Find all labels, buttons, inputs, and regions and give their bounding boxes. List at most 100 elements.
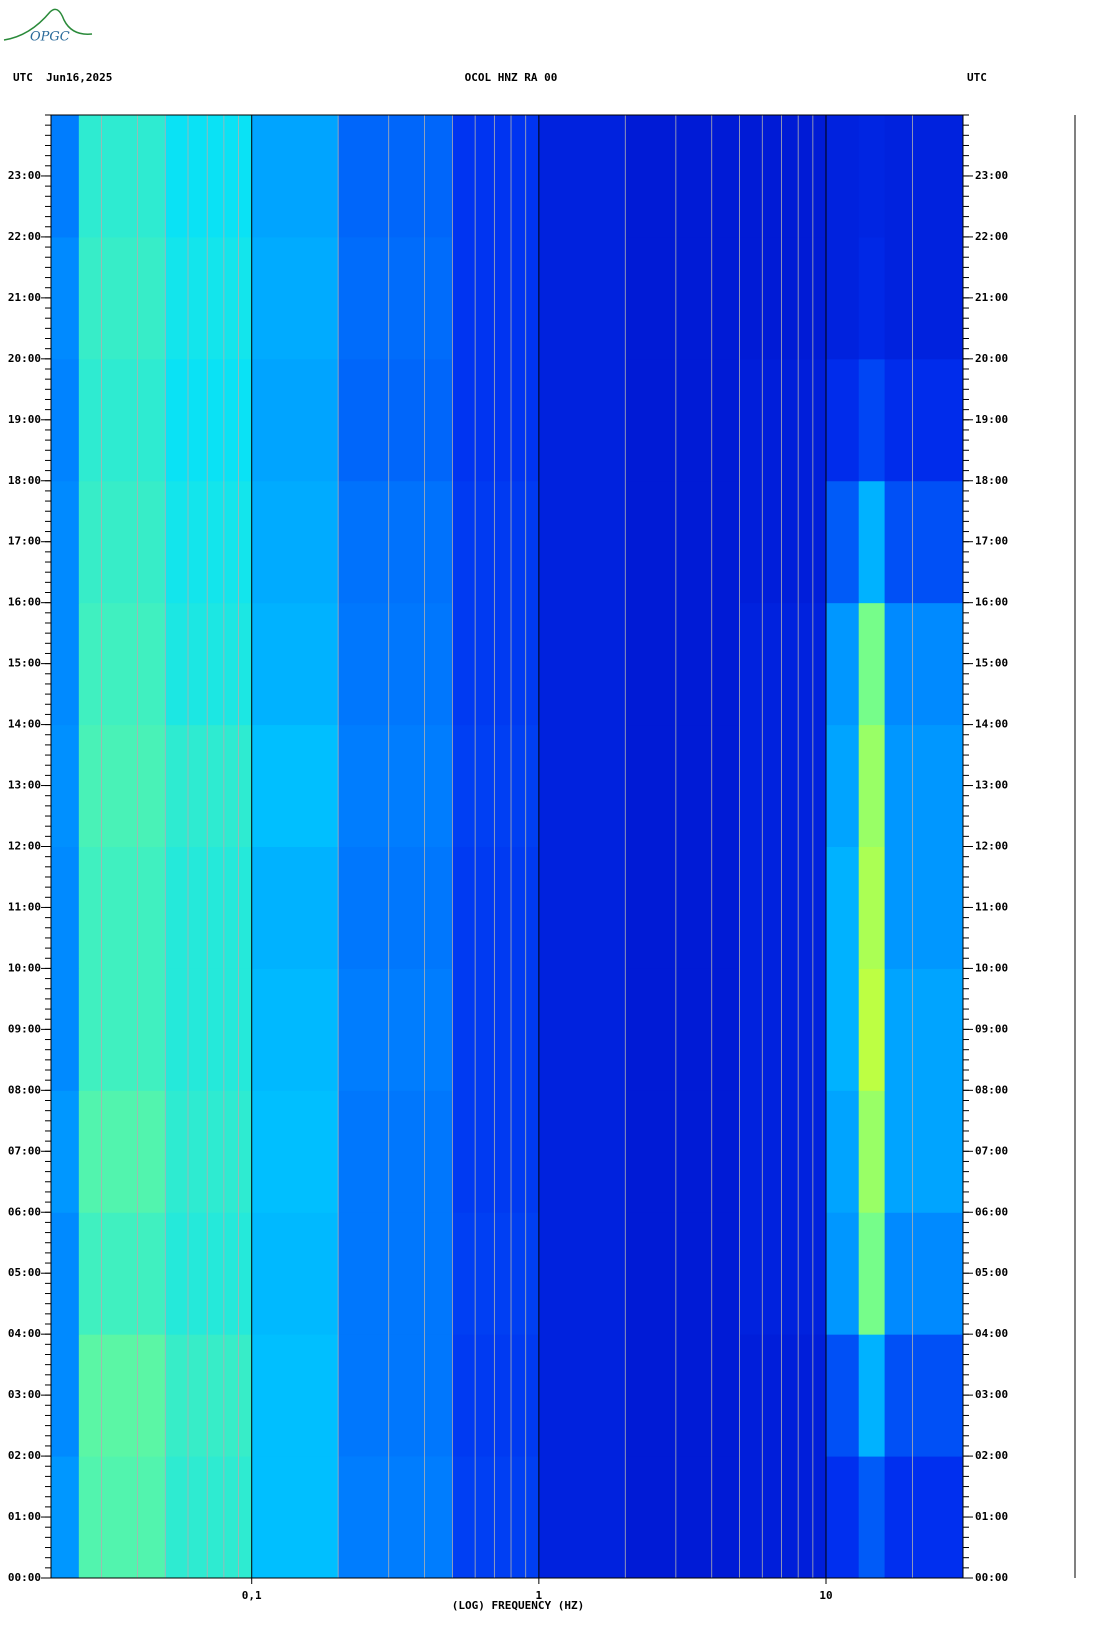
- heat-cell: [452, 480, 540, 604]
- heat-cell: [858, 1090, 886, 1213]
- heat-cell: [165, 846, 253, 969]
- heat-cell: [251, 115, 339, 238]
- heat-cell: [739, 1456, 827, 1579]
- heat-cell: [858, 115, 886, 238]
- heat-cell: [858, 602, 886, 726]
- y-tick-label-right: 12:00: [975, 840, 1008, 853]
- heat-cell: [739, 1334, 827, 1457]
- heat-cell: [338, 968, 453, 1091]
- heat-cell: [858, 968, 886, 1091]
- heat-cell: [452, 846, 540, 969]
- y-tick-label: 23:00: [8, 169, 41, 182]
- heat-cell: [165, 1334, 253, 1457]
- heat-cell: [51, 968, 80, 1091]
- heat-cell: [51, 724, 80, 847]
- heat-cell: [625, 480, 741, 604]
- heat-cell: [78, 1334, 166, 1457]
- heat-cell: [538, 115, 626, 238]
- y-tick-label-right: 22:00: [975, 230, 1008, 243]
- y-tick-label: 08:00: [8, 1083, 41, 1096]
- y-tick-label-right: 09:00: [975, 1022, 1008, 1035]
- heat-cell: [825, 236, 860, 360]
- y-tick-label-right: 13:00: [975, 779, 1008, 792]
- heat-cell: [884, 115, 964, 238]
- heat-cell: [452, 602, 540, 726]
- heat-cell: [625, 724, 741, 847]
- heat-cell: [538, 1090, 626, 1213]
- heat-cell: [452, 1212, 540, 1335]
- heat-cell: [452, 1334, 540, 1457]
- logo-curve: [3, 8, 93, 41]
- y-tick-label-right: 17:00: [975, 535, 1008, 548]
- y-tick-label-right: 06:00: [975, 1205, 1008, 1218]
- y-tick-label-right: 16:00: [975, 596, 1008, 609]
- heat-cell: [625, 846, 741, 969]
- heat-cell: [165, 1090, 253, 1213]
- y-tick-label-right: 14:00: [975, 718, 1008, 731]
- heat-cell: [165, 236, 253, 360]
- heat-cell: [251, 1334, 339, 1457]
- y-tick-label-right: 05:00: [975, 1266, 1008, 1279]
- heat-cell: [538, 1212, 626, 1335]
- heat-cell: [825, 1090, 860, 1213]
- heat-cell: [338, 115, 453, 238]
- heat-cell: [51, 1456, 80, 1579]
- heat-cell: [165, 602, 253, 726]
- y-tick-label-right: 10:00: [975, 961, 1008, 974]
- y-tick-label-right: 20:00: [975, 352, 1008, 365]
- heat-cell: [452, 1090, 540, 1213]
- heat-cell: [538, 480, 626, 604]
- x-tick-label: 10: [819, 1589, 832, 1602]
- heat-cell: [78, 1456, 166, 1579]
- heat-cell: [338, 236, 453, 360]
- heat-cell: [538, 846, 626, 969]
- heat-cell: [251, 1212, 339, 1335]
- heat-cell: [538, 236, 626, 360]
- y-tick-label-right: 18:00: [975, 474, 1008, 487]
- heat-cell: [825, 1212, 860, 1335]
- y-tick-label: 02:00: [8, 1449, 41, 1462]
- y-tick-label: 11:00: [8, 900, 41, 913]
- heat-cell: [858, 724, 886, 847]
- y-tick-label: 07:00: [8, 1144, 41, 1157]
- heat-cell: [739, 724, 827, 847]
- y-tick-label-right: 21:00: [975, 291, 1008, 304]
- heat-cell: [51, 236, 80, 360]
- heat-cell: [338, 1456, 453, 1579]
- heat-cell: [452, 1456, 540, 1579]
- y-tick-label-right: 01:00: [975, 1510, 1008, 1523]
- heat-cell: [625, 1090, 741, 1213]
- heat-cell: [338, 1090, 453, 1213]
- heat-cell: [825, 846, 860, 969]
- y-tick-label: 16:00: [8, 596, 41, 609]
- heat-cell: [825, 602, 860, 726]
- heat-cell: [78, 480, 166, 604]
- heat-cell: [165, 115, 253, 238]
- heat-cell: [625, 968, 741, 1091]
- heat-cell: [739, 358, 827, 482]
- y-tick-label: 19:00: [8, 413, 41, 426]
- heat-cell: [825, 358, 860, 482]
- y-tick-label: 22:00: [8, 230, 41, 243]
- heat-cell: [625, 1456, 741, 1579]
- y-tick-label: 00:00: [8, 1571, 41, 1584]
- heat-cell: [251, 1090, 339, 1213]
- heat-cell: [78, 1212, 166, 1335]
- heat-cell: [739, 968, 827, 1091]
- y-tick-label-right: 08:00: [975, 1083, 1008, 1096]
- heat-cell: [884, 602, 964, 726]
- heat-cell: [825, 1334, 860, 1457]
- heat-cell: [858, 358, 886, 482]
- y-tick-label: 12:00: [8, 840, 41, 853]
- y-tick-label: 04:00: [8, 1327, 41, 1340]
- heat-cell: [452, 115, 540, 238]
- heat-cell: [78, 236, 166, 360]
- y-tick-label: 09:00: [8, 1022, 41, 1035]
- heat-cell: [51, 1334, 80, 1457]
- right-header: UTC: [967, 71, 987, 84]
- heat-cell: [739, 480, 827, 604]
- heat-cell: [538, 602, 626, 726]
- heat-cell: [338, 846, 453, 969]
- heat-cell: [825, 724, 860, 847]
